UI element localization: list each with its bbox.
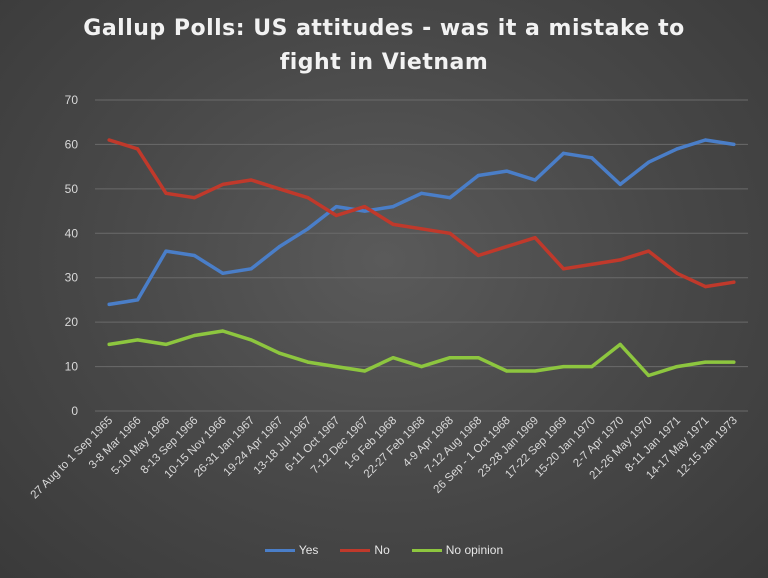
data-point [391, 222, 395, 226]
data-point [647, 160, 651, 164]
data-point [164, 191, 168, 195]
data-point [221, 271, 225, 275]
data-point [363, 205, 367, 209]
data-point [192, 196, 196, 200]
data-point [505, 245, 509, 249]
legend-label: Yes [298, 543, 319, 557]
data-point [192, 253, 196, 258]
data-point [306, 196, 310, 200]
data-point [618, 342, 622, 346]
y-tick-label: 70 [65, 93, 79, 107]
series-lines [107, 138, 736, 378]
data-point [476, 356, 480, 360]
data-point [363, 209, 367, 213]
data-point [107, 302, 111, 306]
y-tick-label: 50 [65, 182, 79, 196]
data-point [107, 342, 111, 346]
legend-swatch [411, 548, 442, 552]
y-tick-label: 30 [65, 271, 79, 285]
chart-title: Gallup Polls: US attitudes - was it a mi… [0, 12, 768, 80]
data-point [164, 249, 168, 253]
data-point [561, 267, 566, 271]
data-point [391, 205, 395, 209]
legend-swatch [340, 548, 371, 552]
data-point [561, 151, 566, 155]
data-point [164, 342, 168, 346]
data-point [561, 364, 566, 369]
data-point [533, 369, 537, 373]
data-point [703, 360, 708, 364]
data-point [448, 196, 452, 200]
y-tick-label: 60 [65, 137, 79, 151]
legend: Yes No No opinion [0, 543, 768, 557]
data-point [448, 231, 452, 235]
data-point [675, 364, 679, 369]
data-point [249, 267, 253, 271]
data-point [221, 182, 225, 187]
data-point [334, 213, 338, 218]
data-point [277, 187, 282, 191]
data-point [732, 360, 736, 364]
chart-title-line-2: fight in Vietnam [279, 50, 489, 75]
data-point [618, 182, 622, 187]
legend-item-yes: Yes [264, 543, 319, 557]
data-point [590, 364, 594, 369]
data-point [419, 364, 424, 369]
data-point [306, 227, 310, 231]
data-point [334, 364, 338, 369]
data-point [249, 178, 253, 182]
data-point [590, 156, 594, 160]
data-point [505, 169, 509, 173]
data-point [221, 329, 225, 333]
data-point [675, 147, 679, 151]
y-axis-tick-labels: 0 10 20 30 40 50 60 70 [65, 93, 79, 418]
data-point [703, 285, 708, 289]
legend-label: No opinion [445, 543, 504, 557]
data-point [277, 245, 282, 249]
data-point [334, 205, 338, 209]
data-point [306, 360, 310, 364]
y-tick-label: 20 [65, 315, 79, 329]
data-point [363, 369, 367, 373]
data-point [590, 262, 594, 266]
data-point [647, 249, 651, 253]
legend-label: No [374, 543, 390, 557]
data-point [107, 138, 111, 142]
data-point [419, 227, 424, 231]
y-tick-label: 40 [65, 226, 79, 240]
y-tick-label: 0 [71, 404, 78, 418]
y-tick-label: 10 [65, 360, 79, 374]
series-line-no [107, 138, 736, 289]
legend-swatch [264, 548, 295, 552]
data-point [135, 147, 140, 151]
data-point [192, 333, 196, 338]
data-point [647, 373, 651, 378]
data-point [448, 356, 452, 360]
data-point [732, 280, 736, 284]
gridlines [95, 99, 748, 412]
series-line-no-opinion [107, 329, 736, 378]
data-point [675, 271, 679, 275]
legend-item-no-opinion: No opinion [411, 543, 504, 557]
data-point [533, 178, 537, 182]
data-point [135, 298, 140, 302]
data-point [419, 191, 424, 195]
data-point [476, 253, 480, 258]
data-point [277, 351, 282, 355]
data-point [249, 338, 253, 342]
data-point [732, 142, 736, 147]
chart-title-line-1: Gallup Polls: US attitudes - was it a mi… [83, 16, 685, 41]
data-point [135, 338, 140, 342]
data-point [505, 369, 509, 373]
data-point [476, 173, 480, 178]
data-point [533, 236, 537, 240]
data-point [703, 138, 708, 142]
data-point [618, 258, 622, 262]
data-point [391, 356, 395, 360]
series-line-yes [107, 138, 736, 307]
legend-item-no: No [340, 543, 390, 557]
